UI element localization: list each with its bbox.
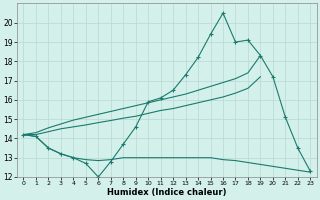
X-axis label: Humidex (Indice chaleur): Humidex (Indice chaleur) <box>107 188 227 197</box>
